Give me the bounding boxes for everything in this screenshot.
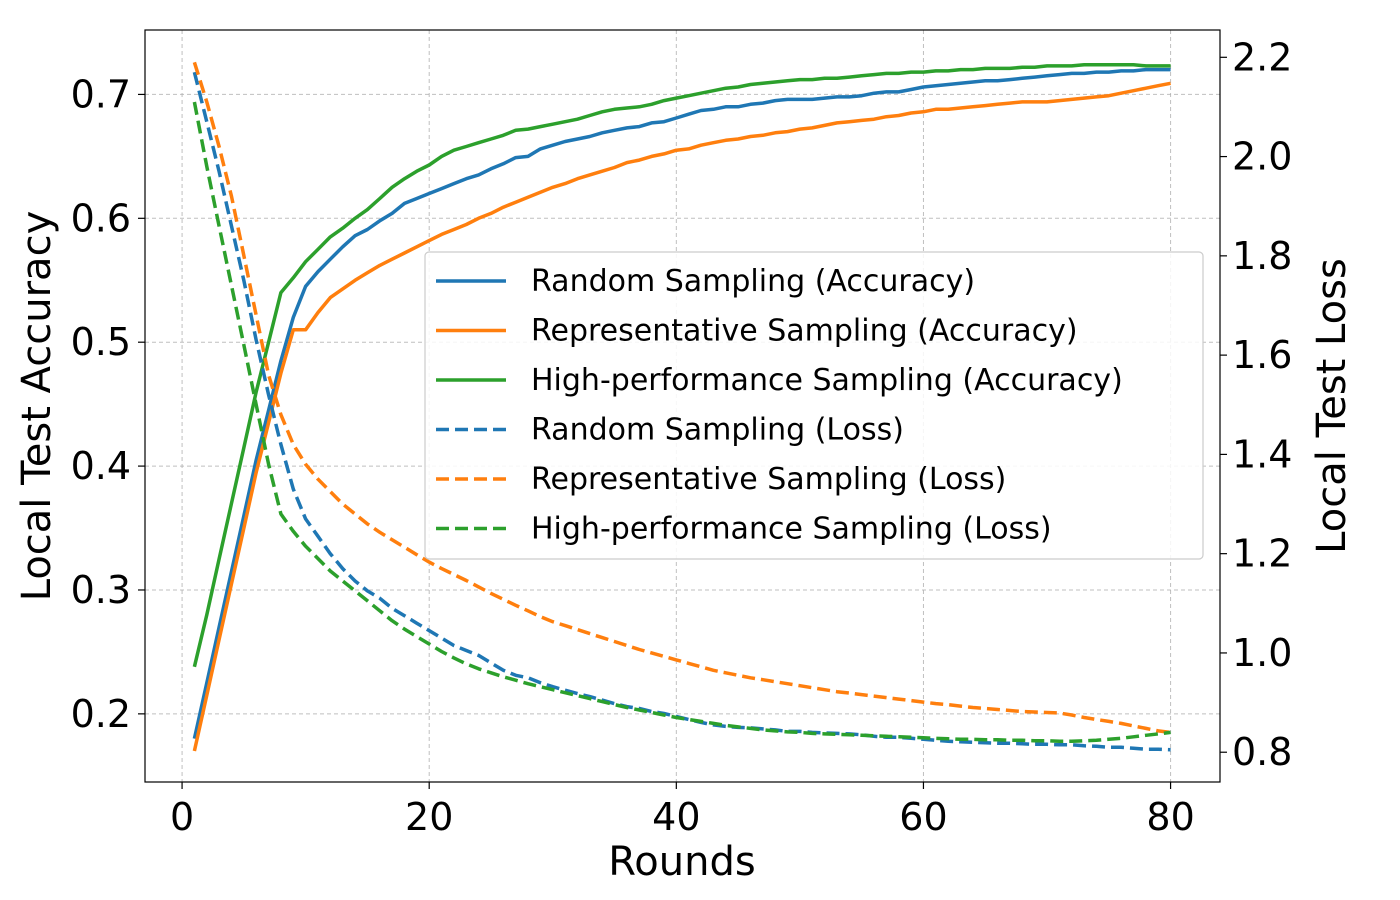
legend-label-1: Random Sampling (Accuracy) — [531, 264, 975, 299]
left-tick-label: 0.5 — [71, 320, 131, 364]
left-tick-label: 0.6 — [71, 196, 131, 240]
right-tick-label: 2.0 — [1232, 135, 1292, 179]
right-tick-label: 2.2 — [1232, 35, 1292, 79]
right-tick-label: 1.0 — [1232, 631, 1292, 675]
x-axis-ticks: 0 20 40 60 80 — [170, 782, 1195, 839]
legend-box — [424, 251, 1204, 560]
grid — [145, 30, 1220, 782]
x-tick-label: 20 — [405, 795, 453, 839]
series-line-3 — [192, 62, 1171, 668]
x-axis-title: Rounds — [608, 839, 755, 885]
legend-label-6: High-performance Sampling (Loss) — [531, 512, 1052, 547]
x-tick-label: 60 — [899, 795, 947, 839]
right-tick-label: 1.6 — [1232, 333, 1292, 377]
right-tick-label: 1.4 — [1232, 432, 1292, 476]
right-axis-title: Local Test Loss — [1309, 258, 1355, 554]
x-tick-label: 40 — [652, 795, 700, 839]
legend-label-2: Representative Sampling (Accuracy) — [531, 314, 1078, 349]
left-tick-label: 0.7 — [71, 72, 131, 116]
left-tick-label: 0.2 — [71, 692, 131, 736]
x-tick-label: 80 — [1146, 795, 1194, 839]
left-tick-label: 0.4 — [71, 444, 131, 488]
legend: Random Sampling (Accuracy) Representative… — [424, 251, 1204, 560]
legend-label-3: High-performance Sampling (Accuracy) — [531, 363, 1123, 398]
x-tick-label: 0 — [170, 795, 194, 839]
right-tick-label: 1.8 — [1232, 234, 1292, 278]
series-lines — [192, 61, 1171, 752]
left-tick-label: 0.3 — [71, 568, 131, 612]
series-line-5 — [192, 61, 1171, 735]
left-axis-title: Local Test Accuracy — [14, 211, 60, 602]
right-tick-label: 1.2 — [1232, 532, 1292, 576]
series-line-2 — [192, 81, 1171, 752]
series-line-6 — [192, 101, 1171, 744]
left-axis-ticks: 0.2 0.3 0.4 0.5 0.6 0.7 — [71, 72, 145, 736]
series-line-1 — [192, 67, 1171, 739]
legend-label-5: Representative Sampling (Loss) — [531, 462, 1006, 497]
plot-frame — [144, 29, 1221, 783]
legend-label-4: Random Sampling (Loss) — [531, 413, 904, 448]
right-tick-label: 0.8 — [1232, 730, 1292, 774]
right-axis-ticks: 0.8 1.0 1.2 1.4 1.6 1.8 2.0 2.2 — [1220, 35, 1292, 774]
